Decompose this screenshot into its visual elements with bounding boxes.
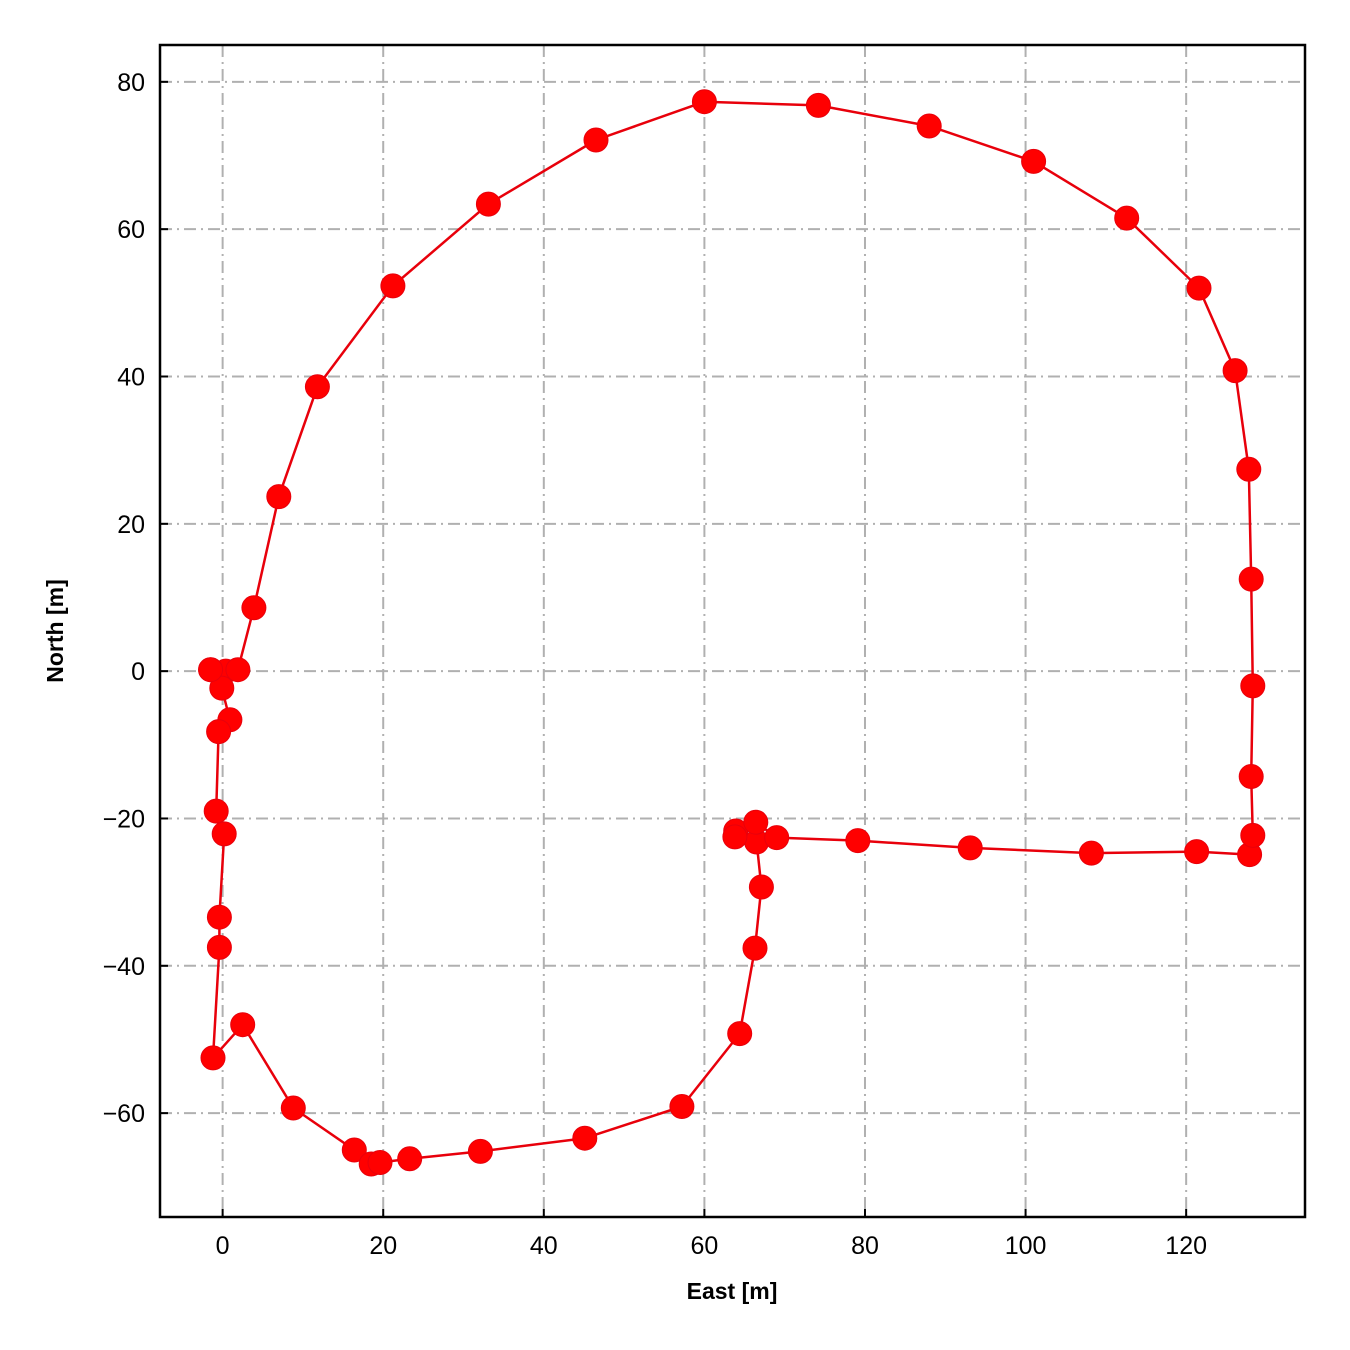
track-point	[1184, 839, 1210, 865]
grid-lines	[160, 45, 1305, 1217]
x-tick-label: 100	[1005, 1232, 1047, 1260]
x-tick-label: 20	[369, 1232, 397, 1260]
track-point	[691, 89, 717, 115]
track-point	[1186, 275, 1212, 301]
y-axis-label: North [m]	[42, 579, 68, 682]
y-tick-label: 40	[117, 363, 145, 391]
track-point	[304, 374, 330, 400]
track-point	[241, 595, 267, 621]
track-point	[198, 657, 224, 683]
track-point	[203, 798, 229, 824]
x-axis-label: East [m]	[687, 1278, 778, 1304]
y-tick-label: 60	[117, 216, 145, 244]
track-point	[583, 127, 609, 153]
x-tick-label: 120	[1165, 1232, 1207, 1260]
track-point	[1238, 566, 1264, 592]
track-point	[225, 657, 251, 683]
series-track	[198, 89, 1266, 1177]
track-line	[210, 100, 1255, 1166]
axis-ticks	[160, 80, 1188, 1217]
x-tick-label: 40	[530, 1232, 558, 1260]
track-point	[1114, 205, 1140, 231]
track-point	[572, 1125, 598, 1151]
track-point	[206, 934, 232, 960]
track-point	[266, 484, 292, 510]
x-tick-labels: 0 20 40 60 80 100 120	[216, 1232, 1207, 1260]
track-point	[1238, 764, 1264, 789]
track-point	[1222, 358, 1248, 384]
track-point	[209, 675, 235, 701]
track-point	[722, 824, 748, 850]
track-point	[367, 1150, 393, 1175]
track-point	[845, 828, 871, 854]
plot-frame	[158, 43, 1307, 1219]
x-tick-label: 0	[216, 1232, 230, 1260]
track-point	[1236, 456, 1262, 482]
track-point	[748, 874, 774, 900]
track-point	[341, 1137, 367, 1163]
track-point	[764, 825, 790, 851]
track-point	[280, 1095, 306, 1121]
track-point	[957, 835, 983, 861]
track-point	[397, 1146, 423, 1172]
y-tick-label: 20	[117, 511, 145, 539]
track-point	[1240, 822, 1266, 848]
track-point	[230, 1012, 256, 1038]
track-point	[743, 809, 769, 835]
track-point	[916, 113, 942, 139]
track-point	[206, 904, 232, 930]
x-tick-label: 60	[690, 1232, 718, 1260]
track-point	[475, 191, 501, 217]
track-point	[669, 1094, 695, 1119]
y-tick-label: −40	[103, 953, 145, 981]
track-point	[467, 1138, 493, 1164]
y-tick-label: 0	[131, 658, 145, 686]
track-point	[380, 273, 406, 299]
x-tick-label: 80	[851, 1232, 879, 1260]
y-tick-label: 80	[117, 69, 145, 97]
track-point	[1021, 148, 1047, 174]
track-point	[805, 92, 831, 118]
y-tick-label: −60	[103, 1100, 145, 1128]
y-tick-labels: −60 −40 −20 0 20 40 60 80	[103, 69, 145, 1128]
track-point	[206, 719, 232, 745]
y-tick-label: −20	[103, 805, 145, 833]
track-point	[200, 1045, 226, 1071]
track-point	[1240, 673, 1266, 699]
track-point	[742, 935, 768, 961]
track-point	[1078, 840, 1104, 866]
track-point	[727, 1021, 753, 1047]
track-point	[211, 821, 237, 847]
